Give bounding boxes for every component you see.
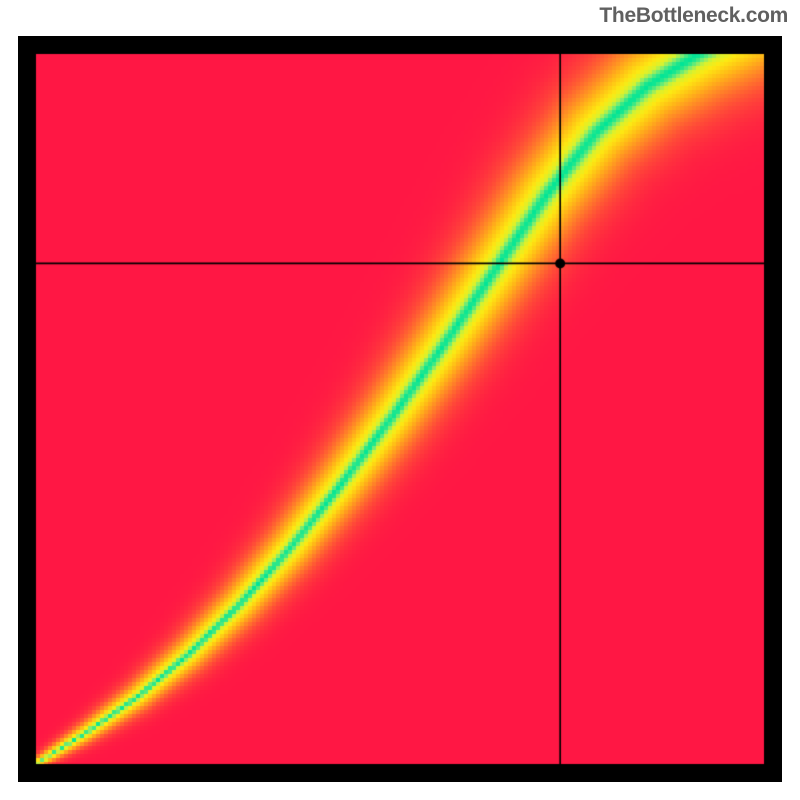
chart-container: TheBottleneck.com xyxy=(0,0,800,800)
plot-frame xyxy=(18,36,782,782)
attribution-text: TheBottleneck.com xyxy=(599,4,788,28)
heatmap-canvas xyxy=(18,36,782,782)
